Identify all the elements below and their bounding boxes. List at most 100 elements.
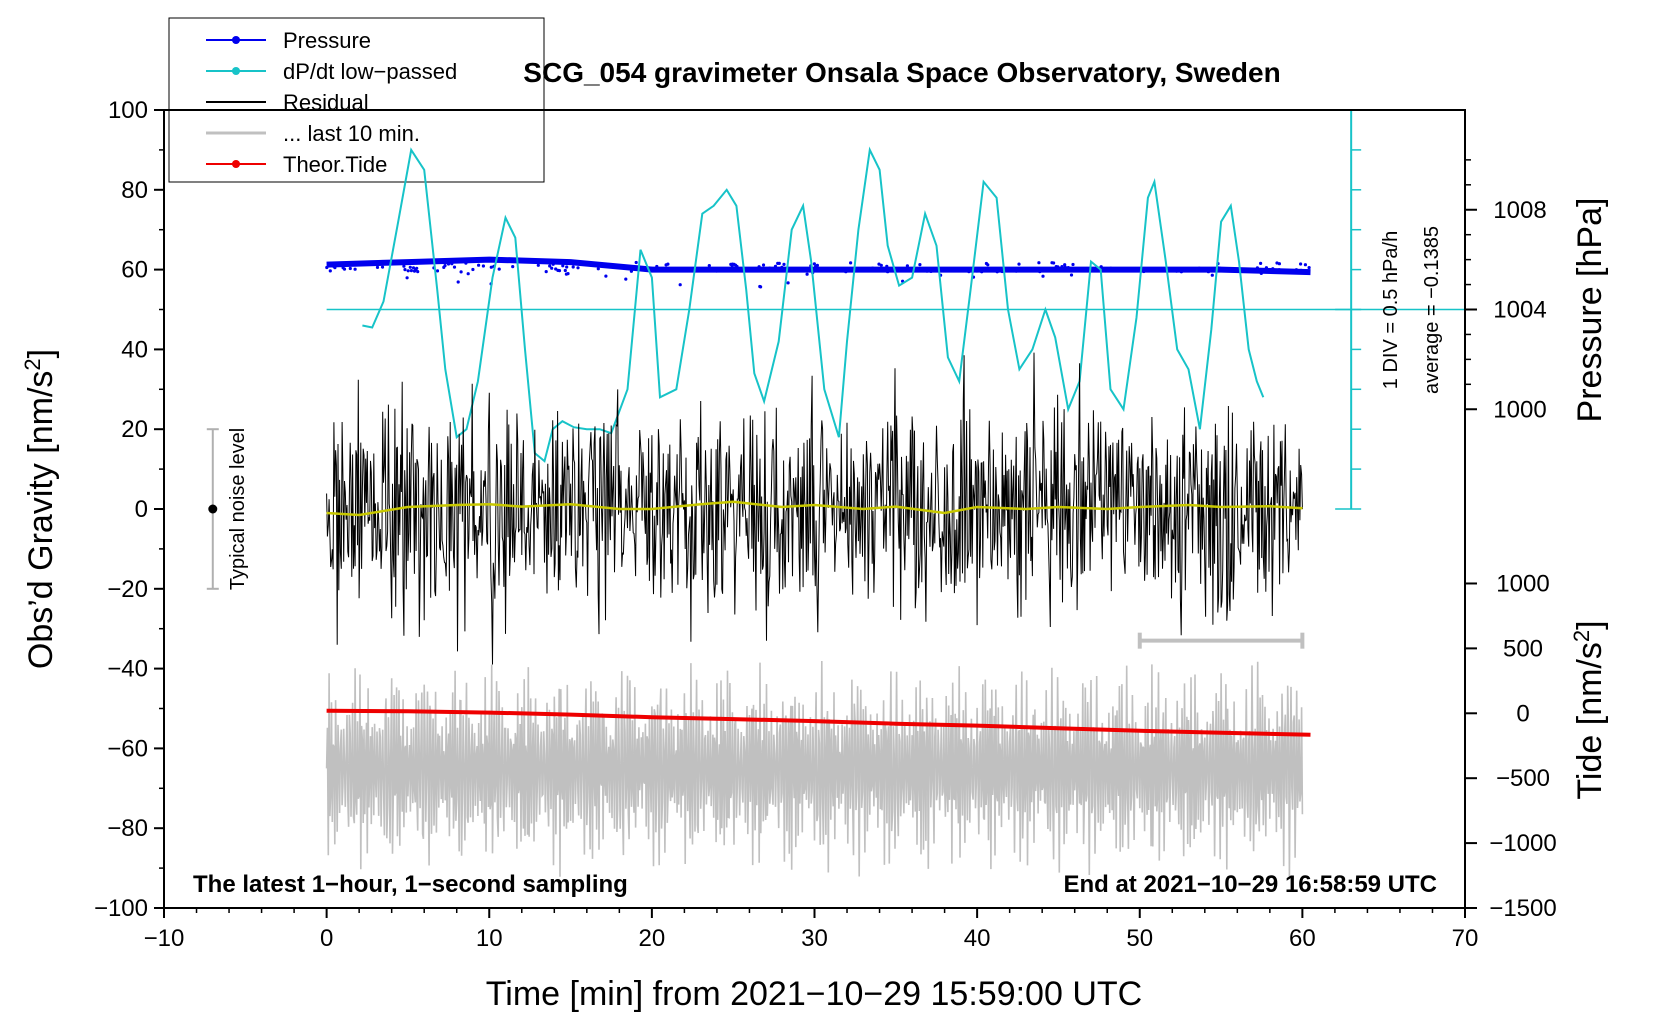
pressure-point bbox=[481, 264, 485, 268]
tide-tick-label: −1500 bbox=[1489, 895, 1556, 922]
pressure-point bbox=[782, 262, 786, 266]
pressure-point bbox=[1258, 268, 1262, 273]
pressure-point bbox=[758, 284, 762, 289]
pressure-point bbox=[576, 266, 580, 270]
pressure-point bbox=[333, 266, 337, 270]
pressure-tick-label: 1008 bbox=[1493, 197, 1546, 224]
overlay-layer bbox=[206, 109, 1465, 649]
series-4-trace bbox=[325, 660, 1304, 878]
pressure-point bbox=[967, 270, 971, 274]
pressure-point bbox=[805, 272, 809, 276]
y-tick-label: 40 bbox=[121, 336, 148, 363]
pressure-point bbox=[1092, 268, 1096, 272]
pressure-point bbox=[849, 261, 853, 265]
pressure-point bbox=[456, 280, 460, 284]
legend-box bbox=[168, 17, 545, 183]
legend-label: Pressure bbox=[283, 28, 371, 53]
pressure-point bbox=[466, 272, 470, 276]
series-1-line bbox=[362, 146, 1265, 463]
y-tick-label: −100 bbox=[94, 895, 148, 922]
pressure-point bbox=[707, 264, 711, 268]
x-tick-label: 50 bbox=[1126, 925, 1153, 952]
pressure-point bbox=[1085, 266, 1089, 271]
x-tick-label: 30 bbox=[801, 925, 828, 952]
pressure-point bbox=[1037, 261, 1041, 265]
pressure-point bbox=[634, 260, 638, 265]
chart-title: SCG_054 gravimeter Onsala Space Observat… bbox=[523, 57, 1280, 88]
x-tick-label: 60 bbox=[1289, 925, 1316, 952]
pressure-point bbox=[450, 262, 454, 266]
pressure-point bbox=[544, 270, 548, 274]
pressure-point bbox=[402, 264, 406, 268]
pressure-axis-title: Pressure [hPa] bbox=[1571, 198, 1609, 423]
pressure-point bbox=[443, 261, 447, 265]
tide-axis-title-sup: 2 bbox=[1569, 630, 1594, 642]
tide-axis-title-main: Tide [nm/s bbox=[1571, 642, 1609, 799]
x-tick-label: −10 bbox=[144, 925, 185, 952]
pressure-point bbox=[735, 264, 739, 269]
pressure-point bbox=[1294, 268, 1298, 272]
pressure-point bbox=[876, 268, 880, 272]
pressure-point bbox=[328, 264, 332, 268]
pressure-point bbox=[442, 265, 446, 269]
y-tick-label: −60 bbox=[107, 735, 148, 762]
pressure-point bbox=[536, 263, 540, 267]
pressure-point bbox=[629, 269, 634, 273]
pressure-point bbox=[780, 265, 784, 269]
pressure-point bbox=[1052, 261, 1056, 265]
x-axis-title: Time [min] from 2021−10−29 15:59:00 UTC bbox=[486, 975, 1142, 1013]
pressure-point bbox=[1277, 268, 1281, 272]
legend-marker bbox=[232, 36, 240, 44]
noise-dot bbox=[208, 504, 218, 514]
pressure-point bbox=[1259, 261, 1263, 265]
pressure-point bbox=[348, 266, 352, 271]
pressure-point bbox=[768, 267, 772, 271]
pressure-point bbox=[1099, 265, 1103, 269]
pressure-point bbox=[885, 264, 889, 268]
pressure-point bbox=[416, 270, 420, 274]
pressure-point bbox=[596, 267, 600, 271]
tide-tick-label: 500 bbox=[1503, 635, 1543, 662]
pressure-point bbox=[1000, 269, 1004, 274]
pressure-point bbox=[1255, 266, 1259, 270]
pressure-point bbox=[380, 265, 385, 269]
pressure-point bbox=[406, 269, 410, 273]
pressure-point bbox=[403, 268, 407, 272]
pressure-point bbox=[1303, 263, 1307, 267]
pressure-point bbox=[551, 262, 555, 266]
pressure-point bbox=[1141, 267, 1146, 271]
pressure-point bbox=[1056, 265, 1060, 269]
y-axis-title-sup: 2 bbox=[20, 358, 45, 370]
pressure-point bbox=[548, 264, 552, 268]
y-tick-label: −80 bbox=[107, 815, 148, 842]
pressure-point bbox=[566, 272, 570, 276]
pressure-point bbox=[591, 262, 595, 266]
y-tick-label: 0 bbox=[135, 496, 148, 523]
series-3-line bbox=[326, 500, 1303, 517]
pressure-point bbox=[414, 268, 418, 272]
pressure-point bbox=[628, 265, 633, 269]
pressure-point bbox=[929, 269, 933, 273]
pressure-point bbox=[571, 265, 575, 269]
pressure-point bbox=[375, 265, 380, 269]
pressure-point bbox=[464, 261, 468, 265]
pressure-point bbox=[1307, 266, 1311, 270]
pressure-point bbox=[812, 262, 817, 266]
x-tick-label: 70 bbox=[1452, 925, 1479, 952]
y-axis-title: Obs’d Gravity [nm/s2] bbox=[20, 349, 61, 669]
pressure-point bbox=[1179, 270, 1183, 274]
pressure-point bbox=[807, 269, 811, 273]
pressure-point bbox=[452, 265, 457, 269]
pressure-point bbox=[489, 265, 493, 269]
pressure-point bbox=[1063, 265, 1067, 269]
pressure-point bbox=[1275, 261, 1279, 265]
pressure-point bbox=[411, 266, 416, 270]
pressure-point bbox=[886, 270, 890, 274]
y-axis-title-end: ] bbox=[22, 349, 60, 358]
pressure-point bbox=[778, 269, 782, 273]
pressure-point bbox=[813, 268, 817, 272]
pressure-point bbox=[1264, 266, 1268, 270]
pressure-point bbox=[1206, 270, 1210, 274]
text-layer: SCG_054 gravimeter Onsala Space Observat… bbox=[20, 57, 1610, 1013]
pressure-point bbox=[409, 269, 413, 273]
